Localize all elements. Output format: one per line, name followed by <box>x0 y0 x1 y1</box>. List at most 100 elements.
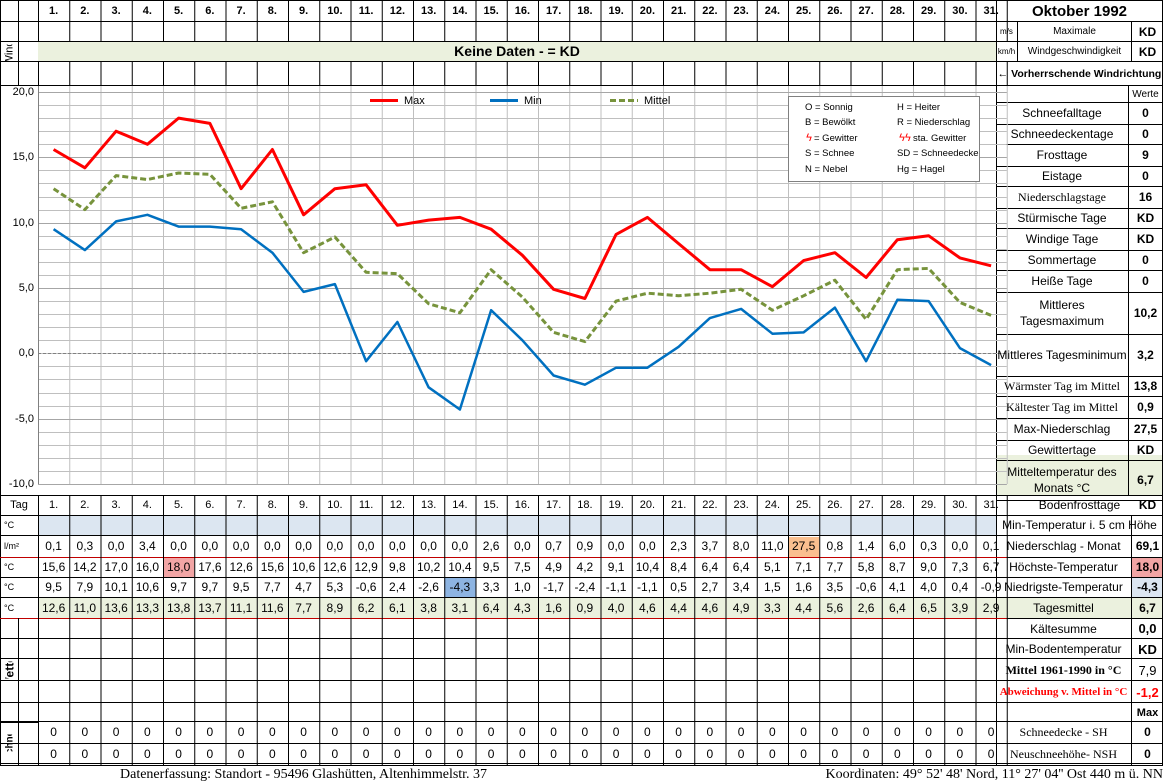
row-label: Niederschlag - Monat <box>1006 539 1121 553</box>
unit-cell: °C <box>4 582 15 592</box>
wetter-stat-value: 7,9 <box>1138 662 1157 678</box>
table-cell: 2,7 <box>701 580 719 594</box>
row-total: -4,3 <box>1137 580 1158 594</box>
legend-label: Mittel <box>644 94 671 107</box>
stat-label: Eistage <box>1041 168 1083 183</box>
legend-entry: = Gewitter <box>814 132 858 144</box>
day-header-bottom: 10. <box>327 499 343 511</box>
table-cell: 0,9 <box>576 539 594 553</box>
table-cell: 7,7 <box>826 560 844 574</box>
table-cell: 0,3 <box>76 539 94 553</box>
day-header: 11. <box>358 5 374 17</box>
table-cell: 11,0 <box>761 539 784 553</box>
table-cell: 0,7 <box>545 539 562 553</box>
snow-cell: 0 <box>300 747 307 761</box>
table-cell <box>507 515 538 535</box>
table-cell: 9,8 <box>389 560 406 574</box>
snow-cell: 0 <box>956 725 964 739</box>
footer-coordinates: Koordinaten: 49° 52' 48' Nord, 11° 27' 0… <box>825 766 1164 782</box>
legend-entry: N = Nebel <box>805 163 848 175</box>
table-cell: 13,3 <box>135 600 160 615</box>
day-header-bottom: 16. <box>514 499 531 511</box>
stat-label: Mittleres Tagesmaximum <box>1019 297 1105 328</box>
thunder-icon: ϟ <box>806 132 812 144</box>
snow-cell: 0 <box>862 747 870 761</box>
max-label: Max <box>1136 706 1159 719</box>
table-cell <box>226 515 257 535</box>
y-tick-label: -5,0 <box>15 412 34 425</box>
table-cell: 12,6 <box>229 560 253 574</box>
stat-label: Schneedeckentage <box>1010 126 1114 141</box>
table-cell <box>819 515 850 535</box>
snow-cell: 0 <box>831 747 839 761</box>
table-cell: -1,7 <box>543 580 564 594</box>
row-total: 69,1 <box>1135 539 1160 553</box>
snow-cell: 0 <box>831 725 839 739</box>
snow-cell: 0 <box>362 747 370 761</box>
table-cell: 13,8 <box>166 600 191 615</box>
mittel-label-bg <box>996 597 1163 618</box>
max-total-highlight <box>1132 557 1163 577</box>
table-cell <box>163 515 194 535</box>
table-cell <box>351 515 382 535</box>
table-cell: 2,4 <box>389 580 406 594</box>
stat-value: 0 <box>1142 253 1149 267</box>
snow-cell: 0 <box>331 725 339 739</box>
day-header-bottom: 29. <box>920 499 937 511</box>
unit-cell: °C <box>4 562 15 572</box>
table-cell: 9,7 <box>170 580 187 594</box>
stat-label: Gewittertage <box>1027 442 1097 457</box>
day-header: 4. <box>142 5 152 17</box>
table-cell: 2,6 <box>857 600 875 615</box>
table-cell: -0,6 <box>355 580 377 594</box>
day-header: 8. <box>267 5 277 17</box>
table-cell: 6,0 <box>889 539 906 553</box>
legend-label: Max <box>404 94 425 107</box>
day-header: 20. <box>639 5 656 17</box>
stat-value: 0 <box>1142 169 1149 183</box>
snow-cell: 0 <box>175 747 182 761</box>
day-header-bottom: 31. <box>983 499 999 511</box>
stat-value: 0,9 <box>1137 400 1154 414</box>
snow-cell: 0 <box>862 725 870 739</box>
stat-value: 27,5 <box>1133 422 1158 436</box>
y-tick-label: 0,0 <box>18 347 34 360</box>
table-cell <box>694 515 725 535</box>
table-cell: 4,4 <box>670 600 687 615</box>
table-cell: 6,4 <box>889 600 906 615</box>
snow-cell: 0 <box>581 725 589 739</box>
table-cell: 10,4 <box>635 560 660 574</box>
day-header: 5. <box>174 5 184 17</box>
day-header-bottom: 22. <box>702 499 718 511</box>
tag-label: Tag <box>10 499 28 511</box>
snow-cell: 0 <box>519 725 526 739</box>
table-cell: 5,1 <box>764 560 781 574</box>
snow-cell: 0 <box>769 747 776 761</box>
table-cell <box>944 515 975 535</box>
stat-label: Wärmster Tag im Mittel <box>1004 378 1120 393</box>
table-cell <box>132 515 163 535</box>
stat-label: Mitteltemperatur des Monats °C <box>1007 464 1117 495</box>
day-header-bottom: 5. <box>174 499 184 511</box>
day-header: 26. <box>827 5 843 17</box>
snow-cell: 0 <box>706 725 714 739</box>
table-cell: 4,7 <box>295 580 312 594</box>
table-cell: 1,5 <box>764 580 781 594</box>
stat-label: Stürmische Tage <box>1017 210 1107 225</box>
max-wind-label: Maximale <box>1053 26 1096 37</box>
stat-label: Schneefalltage <box>1022 105 1102 120</box>
day-header-bottom: 19. <box>608 499 624 511</box>
snow-cell: 0 <box>394 725 401 739</box>
table-cell: 6,7 <box>982 560 1000 574</box>
bodenfrost-label: Bodenfrosttage <box>1038 498 1121 512</box>
snow-cell: 0 <box>331 747 339 761</box>
table-cell: 4,0 <box>607 600 625 615</box>
snow-cell: 0 <box>112 725 120 739</box>
legend-label: Min <box>524 94 542 107</box>
snow-cell: 0 <box>894 725 901 739</box>
table-cell: 5,8 <box>857 560 875 574</box>
table-cell: 9,7 <box>201 580 219 594</box>
stat-value: KD <box>1136 211 1155 225</box>
legend-entry: S = Schnee <box>805 148 855 159</box>
